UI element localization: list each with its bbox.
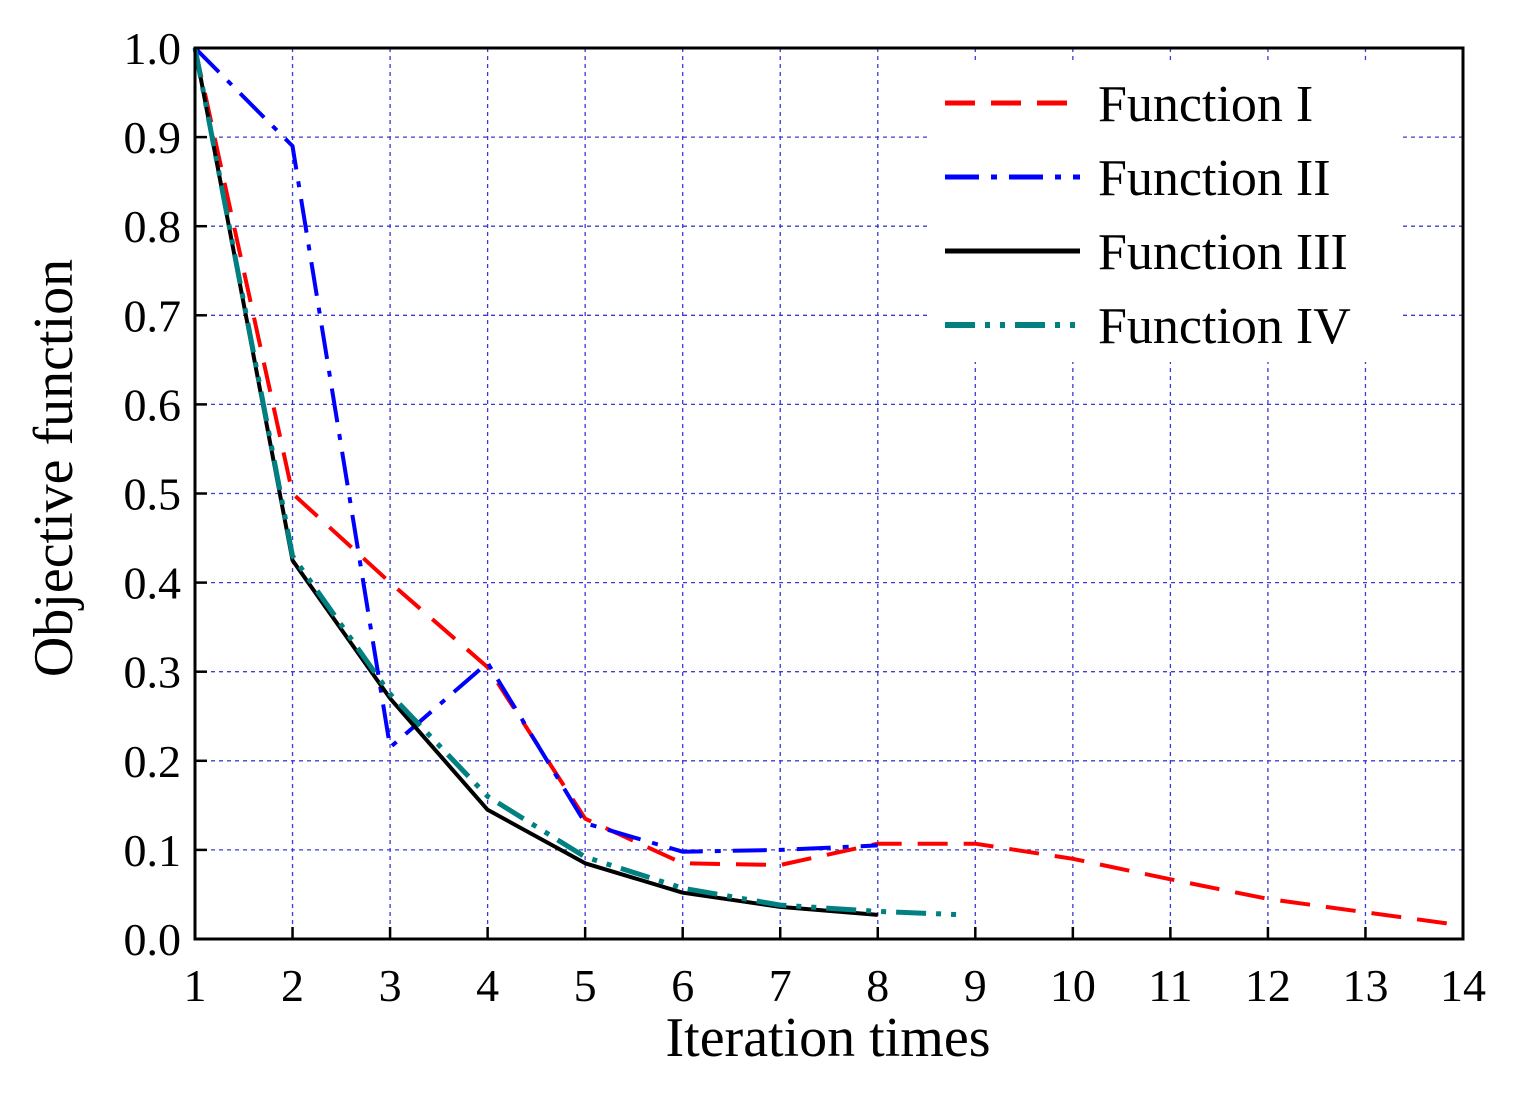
x-tick-label: 14: [1440, 960, 1486, 1011]
x-axis-title: Iteration times: [665, 1007, 990, 1069]
x-tick-label: 12: [1245, 960, 1291, 1011]
series-group: [192, 46, 1464, 928]
series-line-function-iii: [193, 47, 878, 917]
legend-label: Function IV: [1098, 298, 1351, 355]
x-tick-label: 5: [574, 960, 597, 1011]
x-tick-label: 2: [281, 960, 304, 1011]
y-tick-label: 0.5: [124, 469, 182, 520]
y-tick-label: 0.4: [124, 558, 182, 609]
axis-ticks: 1 2 3 4 5 6 7 8 9 10 11 12 13 140.00.10.20.30.40.50.6…: [124, 23, 1487, 1011]
legend: Function I Function II Function III Functio…: [930, 62, 1400, 362]
y-tick-label: 0.6: [124, 379, 182, 430]
legend-label: Function I: [1098, 76, 1313, 133]
series-line-function-iv: [192, 47, 966, 918]
y-tick-label: 1.0: [124, 23, 182, 74]
y-axis-title: Objective function: [23, 259, 85, 677]
x-tick-label: 3: [379, 960, 402, 1011]
y-tick-label: 0.3: [124, 647, 182, 698]
x-tick-label: 10: [1050, 960, 1096, 1011]
y-tick-label: 0.7: [124, 290, 182, 341]
y-tick-label: 0.8: [124, 201, 182, 252]
x-tick-label: 4: [476, 960, 499, 1011]
x-tick-label: 6: [671, 960, 694, 1011]
x-tick-label: 8: [866, 960, 889, 1011]
y-tick-label: 0.1: [124, 825, 182, 876]
legend-background: [930, 62, 1400, 362]
series-line-function-i: [193, 47, 1464, 928]
legend-label: Function III: [1098, 224, 1348, 281]
y-tick-label: 0.9: [124, 112, 182, 163]
x-tick-label: 7: [769, 960, 792, 1011]
x-tick-label: 1: [184, 960, 207, 1011]
x-tick-label: 11: [1148, 960, 1192, 1011]
y-tick-label: 0.2: [124, 736, 182, 787]
y-tick-label: 0.0: [124, 914, 182, 965]
x-tick-label: 13: [1342, 960, 1388, 1011]
legend-label: Function II: [1098, 150, 1331, 207]
grid: [195, 48, 1463, 939]
series-line-function-ii: [193, 46, 878, 854]
x-tick-label: 9: [964, 960, 987, 1011]
